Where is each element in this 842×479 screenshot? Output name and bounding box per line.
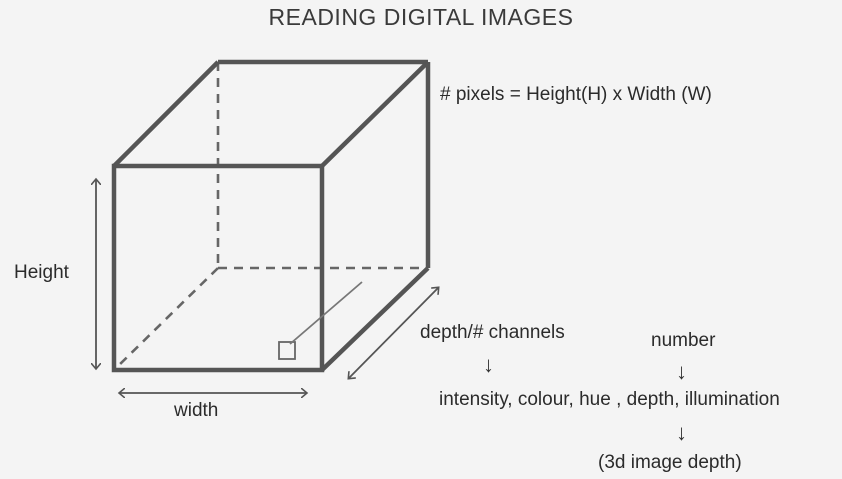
down-arrow-icon: ↓ (483, 352, 494, 377)
pixel-square-icon (278, 341, 296, 360)
number-label: number (651, 330, 716, 351)
height-label: Height (14, 262, 69, 283)
down-arrow-icon: ↓ (676, 359, 687, 384)
image-depth-3d-label: (3d image depth) (598, 452, 742, 473)
width-label: width (174, 400, 219, 421)
depth-channels-label: depth/# channels (420, 322, 565, 343)
cube-visible-edges (111, 59, 431, 373)
down-arrow-icon: ↓ (676, 420, 687, 445)
pixel-formula: # pixels = Height(H) x Width (W) (440, 84, 712, 105)
channel-properties-label: intensity, colour, hue , depth, illumina… (439, 389, 780, 410)
pixel-pointer-line (289, 281, 363, 345)
depth-arrow (349, 288, 438, 378)
page-title: READING DIGITAL IMAGES (268, 4, 574, 30)
